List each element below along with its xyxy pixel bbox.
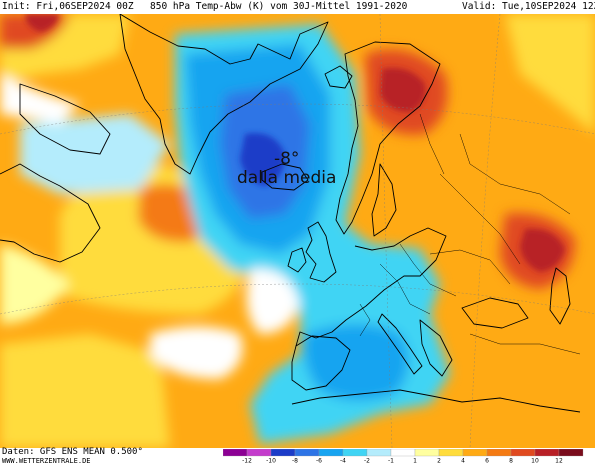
greenland-coast — [119, 14, 329, 175]
site-label: WWW.WETTERZENTRALE.DE — [2, 457, 91, 465]
colorbar-label-7: 1 — [413, 458, 417, 465]
colorbar-label-8: 2 — [437, 458, 441, 465]
colorbar-bin-1 — [246, 449, 272, 457]
anomaly-reference: dalla media — [237, 168, 337, 188]
baltic-coast — [371, 163, 397, 237]
map-title: 850 hPa Temp-Abw (K) vom 30J-Mittel 1991… — [150, 1, 408, 12]
colorbar-bin-10 — [462, 449, 488, 457]
colorbar-bin-13 — [534, 449, 560, 457]
black-sea-coast — [461, 297, 529, 329]
colorbar-bin-12 — [510, 449, 536, 457]
colorbar-bin-9 — [438, 449, 464, 457]
colorbar-label-9: 4 — [461, 458, 465, 465]
field-white-atlantic — [0, 244, 70, 324]
colorbar-bin-14 — [558, 449, 584, 457]
colorbar-bin-5 — [342, 449, 368, 457]
colorbar-label-6: -1 — [388, 458, 394, 465]
colorbar-bin-11 — [486, 449, 512, 457]
colorbar-bin-7 — [390, 449, 416, 457]
field-warm-yellow-ne — [505, 14, 595, 134]
colorbar-bin-4 — [318, 449, 344, 457]
colorbar-label-4: -4 — [340, 458, 346, 465]
britain-coast — [305, 221, 337, 283]
colorbar-bin-6 — [366, 449, 392, 457]
colorbar-label-13: 12 — [555, 458, 563, 465]
colorbar-bin-3 — [294, 449, 320, 457]
field-hot-corner — [25, 14, 60, 32]
border-6 — [359, 303, 371, 337]
colorbar-legend: -12 -10 -8 -6 -4 -2 -1 1 2 4 6 8 10 12 — [223, 449, 584, 465]
grid-parallel-1 — [0, 103, 595, 135]
colorbar-bin-2 — [270, 449, 296, 457]
colorbar-label-12: 10 — [531, 458, 539, 465]
colorbar-bin-8 — [414, 449, 440, 457]
field-coldest-core — [240, 133, 285, 186]
svalbard-coast — [324, 65, 353, 89]
political-borders — [359, 113, 581, 355]
colorbar-label-3: -6 — [316, 458, 322, 465]
map-header: Init: Fri,06SEP2024 00Z 850 hPa Temp-Abw… — [0, 0, 595, 14]
coastlines-and-borders — [0, 14, 581, 413]
grid-meridian-2 — [469, 14, 501, 448]
field-pale-arctic — [20, 114, 170, 194]
colorbar-label-2: -8 — [292, 458, 298, 465]
field-white-southwest — [150, 326, 243, 379]
border-3 — [439, 173, 521, 265]
colorbar-label-1: -10 — [266, 458, 276, 465]
ireland-coast — [287, 247, 307, 273]
colorbar-label-10: 6 — [485, 458, 489, 465]
field-warm-yellow-sw — [0, 334, 170, 448]
init-time-label: Init: Fri,06SEP2024 00Z — [2, 1, 134, 12]
colorbar-label-11: 8 — [509, 458, 513, 465]
iceland-coast — [261, 163, 309, 191]
valid-time-label: Valid: Tue,10SEP2024 12Z — [462, 1, 595, 12]
scandinavia-coast — [335, 41, 441, 235]
map-footer: Daten: GFS ENS MEAN 0.500° WWW.WETTERZEN… — [0, 448, 595, 465]
colorbar-label-0: -12 — [242, 458, 252, 465]
field-cold-mediterranean — [303, 324, 409, 401]
europe-west-coast — [295, 227, 447, 347]
temperature-anomaly-map — [0, 14, 595, 448]
anomaly-value: -8° — [273, 149, 300, 169]
grid-lines — [0, 14, 595, 448]
border-8 — [419, 113, 445, 175]
grid-parallel-2 — [0, 283, 595, 315]
border-5 — [429, 249, 511, 285]
anomaly-annotation: -8° dalla media — [237, 150, 336, 188]
iberia-coast — [291, 335, 351, 391]
field-hot-black-sea — [520, 228, 565, 272]
baffin-coast — [19, 83, 111, 155]
anomaly-field — [0, 14, 595, 448]
north-africa-coast — [291, 389, 581, 413]
balkans-coast — [419, 319, 453, 377]
caspian-coast — [549, 267, 571, 325]
field-hot-scandinavia — [380, 68, 426, 112]
data-source-label: Daten: GFS ENS MEAN 0.500° — [2, 447, 143, 457]
colorbar-label-5: -2 — [364, 458, 370, 465]
border-7 — [469, 333, 581, 355]
border-2 — [379, 263, 431, 315]
italy-coast — [377, 313, 423, 375]
colorbar-bin-0 — [223, 449, 248, 457]
field-white-central — [246, 268, 300, 334]
canada-coast — [0, 163, 101, 263]
border-1 — [399, 243, 457, 297]
border-4 — [459, 133, 571, 215]
